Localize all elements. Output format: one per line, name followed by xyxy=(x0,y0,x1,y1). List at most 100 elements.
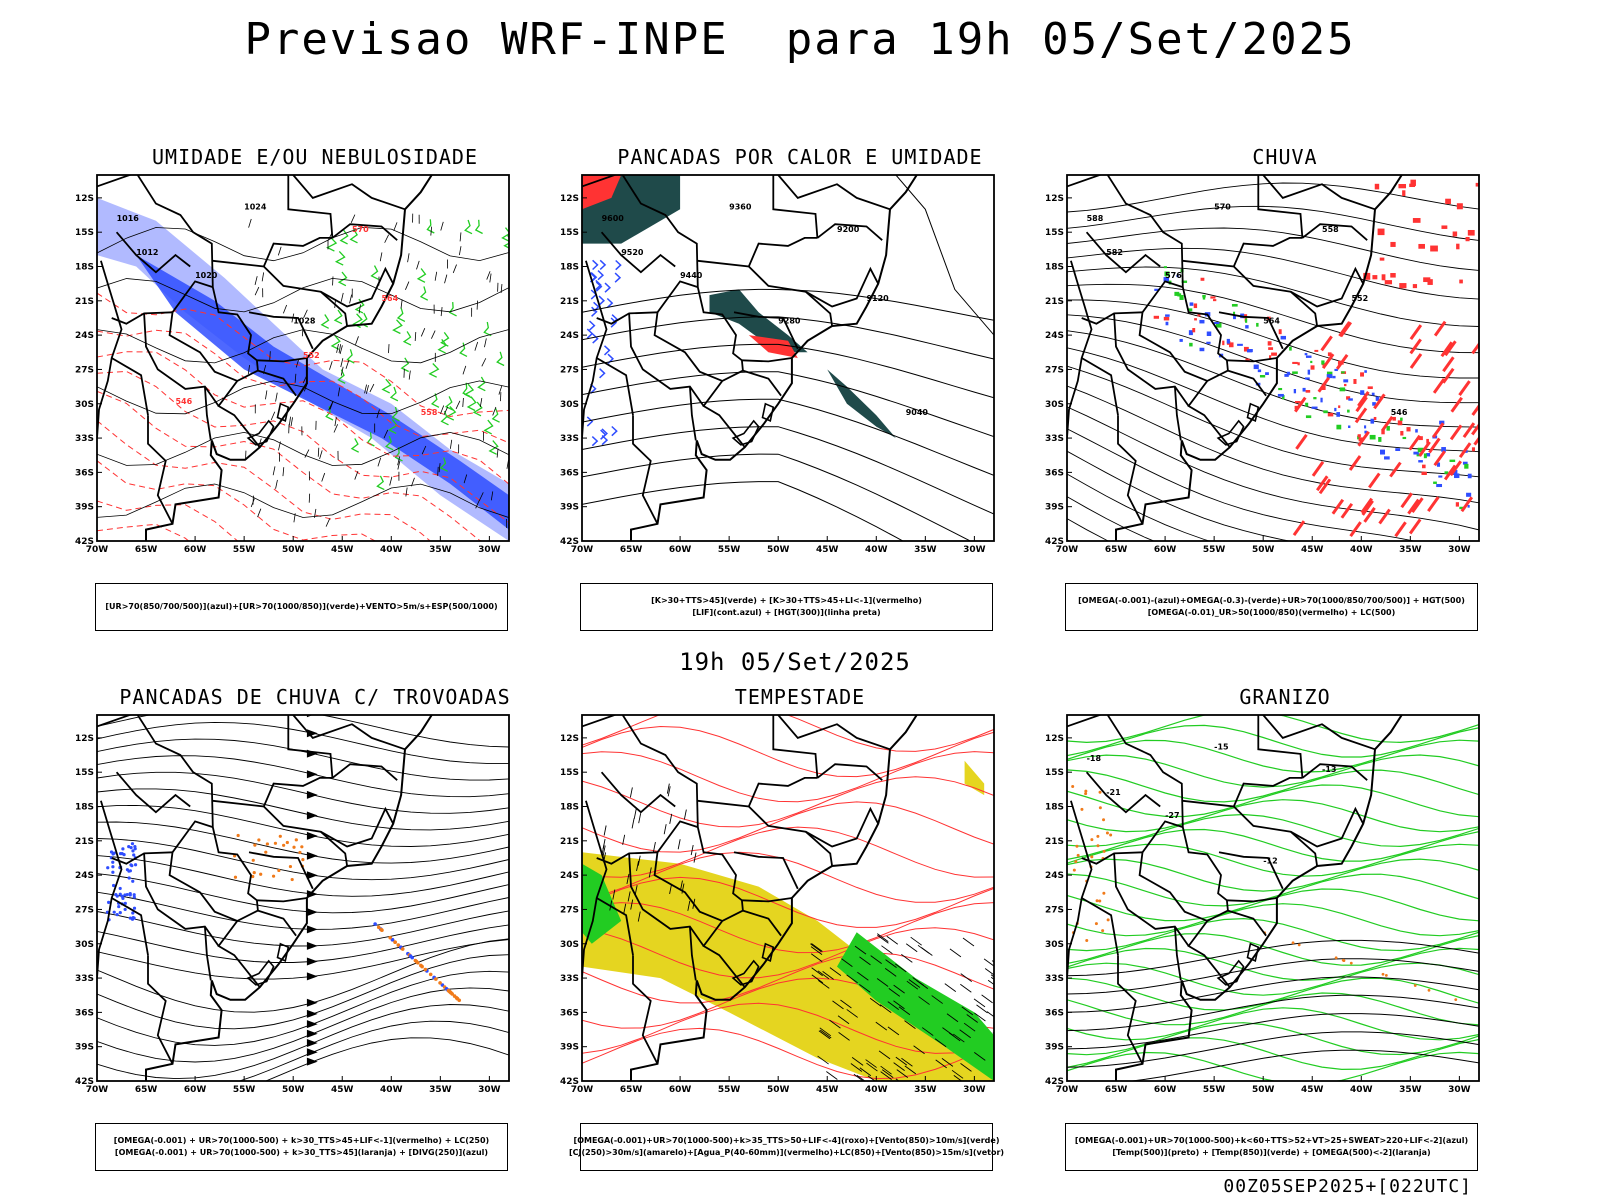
border-line xyxy=(1301,223,1368,241)
wind-vector xyxy=(405,487,408,497)
convection-orange-cell xyxy=(455,996,460,1001)
y-tick-label: 33S xyxy=(1045,434,1064,444)
precip-cell xyxy=(1189,342,1193,347)
wind-vector xyxy=(313,508,317,518)
omega-orange-cell xyxy=(1098,790,1102,794)
divg-blue-cell xyxy=(111,870,115,874)
x-tick-label: 30W xyxy=(1448,1085,1471,1095)
precip-cell xyxy=(1415,429,1418,433)
wind-vector xyxy=(254,286,260,296)
contour-label: 546 xyxy=(1391,408,1408,417)
temp850-green-contour xyxy=(1067,1007,1479,1041)
lif-blue-contour xyxy=(598,295,606,306)
precip-cell xyxy=(1181,280,1188,283)
x-tick-label: 55W xyxy=(1203,545,1226,555)
wind-vector xyxy=(265,390,268,400)
border-line xyxy=(742,909,782,937)
precip-red-streak xyxy=(1389,461,1402,478)
precip-cell xyxy=(1292,371,1298,374)
wind-vector xyxy=(290,417,293,427)
border-line xyxy=(1232,237,1303,267)
x-tick-label: 55W xyxy=(718,545,741,555)
legend-line: [Temp(500)](preto) + [Temp(850)](verde) … xyxy=(1112,1148,1431,1157)
border-line xyxy=(97,260,123,439)
border-line xyxy=(97,715,261,988)
wind-vector xyxy=(981,994,993,1004)
streamline xyxy=(97,954,509,1030)
border-line xyxy=(1226,357,1278,363)
precip-red-streak xyxy=(1458,442,1472,459)
precip-cell xyxy=(1465,236,1470,242)
wind-vector xyxy=(931,995,943,1004)
wind-vector xyxy=(303,309,308,319)
wind-vector xyxy=(963,1022,976,1032)
wind-vector xyxy=(261,272,265,282)
wind-vector xyxy=(829,967,842,976)
wind-vector xyxy=(626,873,630,884)
x-tick-label: 55W xyxy=(1203,1085,1226,1095)
precip-cell xyxy=(1381,274,1386,281)
wind-vector xyxy=(340,358,344,368)
humidity-green-contour xyxy=(496,351,505,367)
lagoon-outline xyxy=(276,942,290,963)
precip-cell xyxy=(1193,303,1198,309)
coastline xyxy=(145,715,441,1081)
precip-cell xyxy=(1445,198,1451,205)
border-line xyxy=(248,311,314,350)
streamline xyxy=(1067,365,1479,478)
border-line xyxy=(111,311,173,325)
precip-cell xyxy=(1280,335,1287,340)
y-tick-label: 21S xyxy=(560,297,579,307)
wind-vector xyxy=(867,1075,876,1081)
wind-vector xyxy=(881,1069,894,1079)
lif-blue-contour xyxy=(611,425,618,437)
lif-blue-contour xyxy=(614,272,622,283)
wind-vector xyxy=(921,1027,934,1036)
humidity-green-contour xyxy=(474,219,483,235)
precip-cell xyxy=(1202,297,1206,300)
wind-vector xyxy=(846,1009,858,1018)
y-tick-label: 18S xyxy=(560,263,579,273)
precip-cell xyxy=(1222,340,1225,346)
border-line xyxy=(697,259,833,327)
precip-cell xyxy=(1200,277,1205,281)
x-tick-label: 70W xyxy=(1056,1085,1079,1095)
precip-cell xyxy=(1305,390,1311,393)
precip-red-streak xyxy=(1442,367,1455,384)
wind-vector xyxy=(407,253,410,263)
divg-blue-cell xyxy=(111,860,115,864)
coastline xyxy=(145,175,441,541)
y-tick-label: 39S xyxy=(1045,1043,1064,1053)
precip-cell xyxy=(1416,453,1421,457)
panel-title: CHUVA xyxy=(1252,145,1318,169)
wind-vector xyxy=(630,899,634,910)
wind-vector xyxy=(962,937,975,947)
convection-orange-cell xyxy=(428,972,433,977)
precip-cell xyxy=(1436,483,1443,488)
precip-red-streak xyxy=(1381,415,1394,432)
precip-cell xyxy=(1369,434,1376,440)
precip-cell xyxy=(1397,420,1403,426)
precip-cell xyxy=(1271,352,1277,356)
omega-orange-cell xyxy=(1074,860,1078,864)
x-tick-label: 50W xyxy=(1252,545,1275,555)
x-tick-label: 50W xyxy=(767,1085,790,1095)
wind-vector xyxy=(859,956,871,966)
y-tick-label: 15S xyxy=(560,768,579,778)
wind-vector xyxy=(876,933,889,942)
wind-vector xyxy=(486,271,491,280)
border-line xyxy=(97,175,261,448)
divg-blue-cell xyxy=(127,845,131,849)
hgt300-contour xyxy=(582,316,994,360)
precip-cell xyxy=(1165,321,1169,326)
temp850-green-contour xyxy=(1067,873,1479,907)
y-tick-label: 36S xyxy=(560,1008,579,1018)
precip-cell xyxy=(1374,183,1380,190)
border-line xyxy=(742,369,782,397)
wind-vector xyxy=(901,1057,913,1067)
panel-3: CHUVA 588 582 576 570 564 558 552 546 70W 65W 60W 5… xyxy=(1045,145,1525,635)
panel-title: UMIDADE E/OU NEBULOSIDADE xyxy=(151,145,479,169)
convection-orange-cell xyxy=(253,843,257,847)
border-line xyxy=(147,415,174,525)
precip-cell xyxy=(1467,505,1470,508)
